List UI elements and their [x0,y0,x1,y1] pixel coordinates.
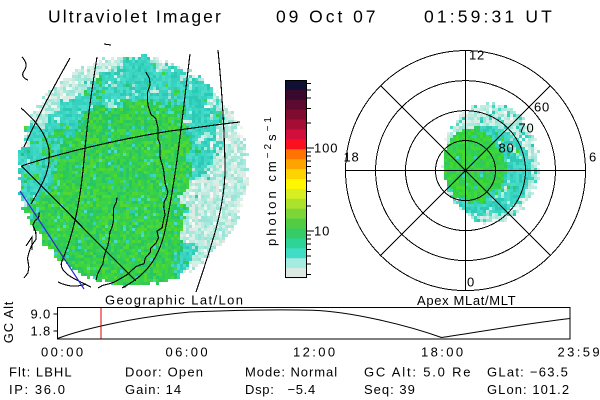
svg-text:Seq: 39: Seq: 39 [364,382,416,397]
svg-text:Dsp: −5.4: Dsp: −5.4 [245,382,316,397]
svg-text:Flt: LBHL: Flt: LBHL [9,364,73,379]
svg-text:10: 10 [314,224,330,239]
svg-text:18: 18 [344,150,360,165]
svg-text:GC Alt: GC Alt [1,301,16,343]
svg-text:1.8: 1.8 [31,324,51,339]
svg-text:GC Alt: 5.0 Re: GC Alt: 5.0 Re [364,364,472,379]
svg-text:09 Oct 07: 09 Oct 07 [276,6,378,26]
svg-text:9.0: 9.0 [31,307,51,322]
svg-text:Geographic Lat/Lon: Geographic Lat/Lon [105,293,244,308]
svg-text:photon cm−2s−1: photon cm−2s−1 [263,114,279,246]
svg-text:70: 70 [519,121,535,136]
svg-text:Gain: 14: Gain: 14 [125,382,182,397]
svg-text:100: 100 [314,141,338,156]
svg-text:GLat: −63.5: GLat: −63.5 [487,364,569,379]
svg-text:80: 80 [499,141,515,156]
svg-text:01:59:31 UT: 01:59:31 UT [424,6,555,26]
svg-text:12: 12 [469,47,485,62]
svg-text:60: 60 [534,100,550,115]
svg-text:GLon: 101.2: GLon: 101.2 [487,382,570,397]
svg-text:6: 6 [589,150,597,165]
svg-text:06:00: 06:00 [166,345,211,360]
svg-text:IP: 36.0: IP: 36.0 [9,382,67,397]
svg-text:Ultraviolet Imager: Ultraviolet Imager [48,6,223,26]
svg-text:12:00: 12:00 [293,345,338,360]
svg-text:18:00: 18:00 [421,345,466,360]
svg-text:23:59: 23:59 [558,345,600,360]
svg-text:Mode: Normal: Mode: Normal [245,364,338,379]
svg-text:00:00: 00:00 [41,345,86,360]
svg-text:0: 0 [467,275,475,290]
svg-text:Door: Open: Door: Open [125,364,204,379]
svg-text:Apex MLat/MLT: Apex MLat/MLT [417,293,516,308]
